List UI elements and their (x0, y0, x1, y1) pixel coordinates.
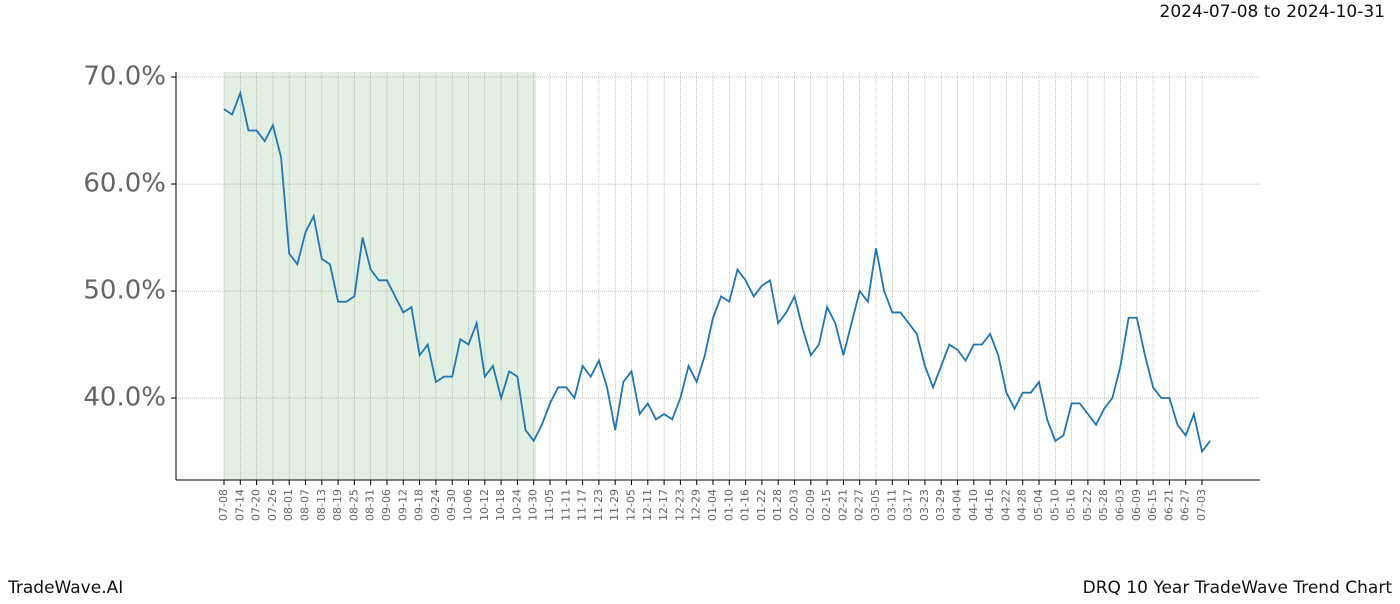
y-tick-label: 60.0% (83, 169, 166, 199)
x-tick-label: 05-10 (1048, 489, 1061, 521)
x-tick-label: 03-17 (902, 489, 915, 521)
y-tick-label: 40.0% (83, 383, 166, 413)
x-tick-label: 02-21 (836, 489, 849, 521)
x-tick-label: 05-16 (1065, 489, 1078, 521)
x-tick-label: 02-09 (804, 489, 817, 521)
x-tick-label: 01-22 (755, 489, 768, 521)
x-tick-label: 05-28 (1097, 489, 1110, 521)
x-tick-label: 04-16 (983, 489, 996, 521)
x-tick-label: 12-17 (657, 489, 670, 521)
x-tick-label: 11-11 (559, 489, 572, 521)
x-tick-label: 06-03 (1114, 489, 1127, 521)
x-tick-label: 08-19 (331, 489, 344, 521)
x-tick-label: 04-22 (999, 489, 1012, 521)
y-tick-label: 70.0% (83, 62, 166, 92)
x-tick-label: 08-07 (299, 489, 312, 521)
x-tick-label: 07-03 (1195, 489, 1208, 521)
x-tick-label: 01-10 (722, 489, 735, 521)
x-tick-label: 02-27 (853, 489, 866, 521)
x-tick-label: 04-04 (951, 489, 964, 521)
x-tick-label: 02-03 (788, 489, 801, 521)
highlight-region (224, 72, 537, 480)
x-tick-label: 01-28 (771, 489, 784, 521)
x-tick-label: 07-26 (266, 489, 279, 521)
x-tick-label: 06-27 (1179, 489, 1192, 521)
x-tick-label: 04-28 (1016, 489, 1029, 521)
chart-caption: DRQ 10 Year TradeWave Trend Chart (1083, 578, 1393, 598)
x-tick-label: 03-05 (869, 489, 882, 521)
x-tick-label: 10-24 (510, 489, 523, 521)
x-tick-label: 12-29 (690, 489, 703, 521)
x-tick-label: 10-30 (527, 489, 540, 521)
x-tick-label: 09-12 (396, 489, 409, 521)
x-tick-label: 08-13 (315, 489, 328, 521)
x-tick-label: 10-18 (494, 489, 507, 521)
x-tick-label: 05-22 (1081, 489, 1094, 521)
x-tick-label: 05-04 (1032, 489, 1045, 521)
x-tick-label: 02-15 (820, 489, 833, 521)
date-range: 2024-07-08 to 2024-10-31 (1160, 2, 1385, 22)
x-tick-label: 07-08 (217, 489, 230, 521)
x-tick-label: 08-25 (347, 489, 360, 521)
x-tick-label: 08-01 (282, 489, 295, 521)
x-tick-label: 03-23 (918, 489, 931, 521)
x-tick-label: 08-31 (364, 489, 377, 521)
x-tick-label: 03-11 (885, 489, 898, 521)
brand: TradeWave.AI (7, 578, 123, 598)
y-tick-label: 50.0% (83, 276, 166, 306)
x-tick-label: 01-16 (739, 489, 752, 521)
x-tick-label: 06-15 (1146, 489, 1159, 521)
x-tick-label: 07-14 (233, 489, 246, 521)
x-tick-label: 09-06 (380, 489, 393, 521)
x-tick-label: 03-29 (934, 489, 947, 521)
trend-line (223, 89, 1211, 454)
x-tick-label: 11-23 (592, 489, 605, 521)
x-tick-label: 12-23 (673, 489, 686, 521)
x-tick-label: 09-18 (413, 489, 426, 521)
x-tick-label: 06-09 (1130, 489, 1143, 521)
x-tick-label: 11-05 (543, 489, 556, 521)
x-tick-label: 07-20 (250, 489, 263, 521)
x-tick-label: 10-06 (462, 489, 475, 521)
x-tick-label: 10-12 (478, 489, 491, 521)
x-tick-label: 06-21 (1162, 489, 1175, 521)
x-tick-label: 09-24 (429, 489, 442, 521)
x-tick-label: 12-05 (625, 489, 638, 521)
x-tick-label: 09-30 (445, 489, 458, 521)
x-tick-label: 11-17 (576, 489, 589, 521)
x-tick-label: 01-04 (706, 489, 719, 521)
x-tick-label: 04-10 (967, 489, 980, 521)
x-tick-label: 12-11 (641, 489, 654, 521)
x-tick-label: 11-29 (608, 489, 621, 521)
